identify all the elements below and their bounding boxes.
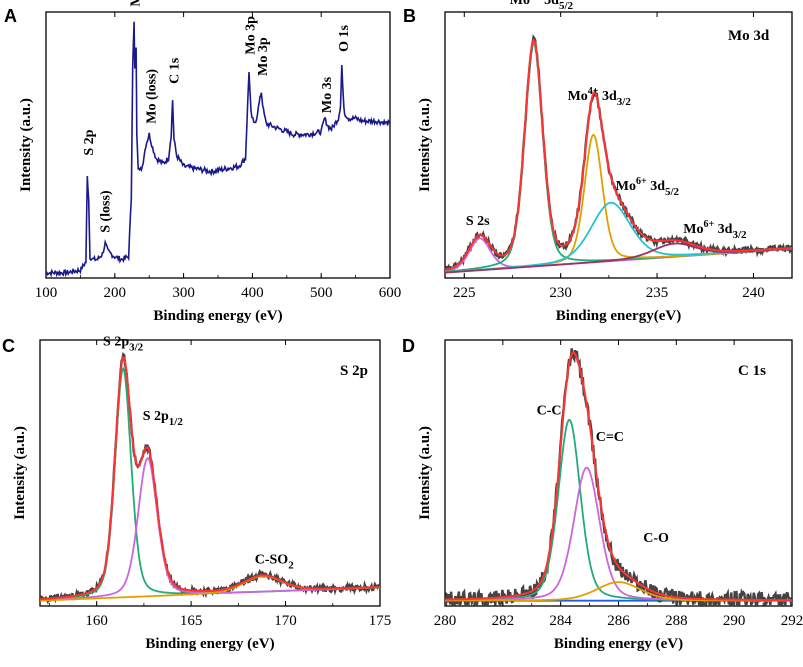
plot-area (445, 348, 792, 606)
x-axis-label: Binding energy (eV) (145, 636, 274, 652)
series-envelope (40, 355, 380, 601)
panel-b: 225 230 235 240 Binding energy(eV) Intensity … (403, 0, 793, 324)
plot-frame (39, 339, 381, 607)
panel-title: S 2p (340, 363, 368, 379)
y-axis-label: Intensity (a.u.) (12, 426, 28, 520)
peak-annotation: C=C (596, 430, 624, 445)
plot-frame (444, 11, 793, 279)
series-survey (46, 21, 390, 278)
x-tick-label: 160 (85, 613, 108, 629)
x-tick-label: 280 (434, 613, 457, 629)
x-tick-label: 230 (549, 285, 572, 301)
plot-area (40, 351, 380, 605)
panel-a: 100 200 300 400 500 600 Binding energy (eV) Int… (4, 0, 401, 324)
series-raw (445, 348, 792, 606)
peak-annotation: Mo (loss) (145, 69, 160, 124)
x-axis-label: Binding energy (eV) (554, 636, 683, 652)
series-peak (40, 457, 380, 602)
x-tick-label: 286 (607, 613, 630, 629)
panel-letter: D (402, 336, 415, 356)
panel-title: C 1s (738, 363, 766, 379)
x-tick-label: 240 (742, 285, 765, 301)
x-tick-label: 200 (104, 285, 127, 301)
y-axis-label: Intensity (a.u.) (417, 98, 433, 192)
panel-letter: C (2, 336, 15, 356)
x-tick-label: 170 (274, 613, 297, 629)
peak-annotation: C 1s (167, 57, 182, 84)
x-tick-label: 500 (310, 285, 333, 301)
panel-letter: B (403, 6, 416, 26)
peak-annotation: C-C (537, 403, 562, 418)
panel-title: Mo 3d (728, 28, 770, 44)
x-tick-label: 600 (379, 285, 402, 301)
series-peak (445, 242, 792, 274)
peak-annotation: O 1s (337, 25, 352, 52)
panel-c: 160 165 170 175 Binding energy (eV) Intensity… (2, 334, 391, 652)
peak-annotation: S 2s (466, 214, 490, 229)
series-peak (40, 367, 380, 601)
peak-annotation: S 2p3/2 (103, 334, 144, 353)
plot-area (445, 34, 792, 274)
y-axis-label: Intensity (a.u.) (417, 426, 433, 520)
x-tick-label: 288 (665, 613, 688, 629)
peak-annotation: S 2p1/2 (143, 409, 184, 428)
peak-annotation: Mo 3s (320, 76, 335, 113)
x-axis-label: Binding energy(eV) (556, 308, 681, 324)
peak-annotation: Mo4+ 3d5/2 (510, 0, 574, 12)
x-tick-label: 100 (35, 285, 58, 301)
x-tick-label: 225 (453, 285, 476, 301)
peak-annotation: S 2p (82, 129, 97, 155)
series-peak (445, 466, 792, 602)
x-tick-label: 292 (781, 613, 803, 629)
x-tick-label: 282 (492, 613, 515, 629)
series-envelope (445, 351, 792, 602)
peak-annotation: S (loss) (98, 190, 113, 233)
peak-annotation: C-O (643, 531, 669, 546)
series-peak (445, 418, 792, 602)
plot-area (46, 21, 390, 278)
x-tick-label: 235 (646, 285, 669, 301)
peak-annotation: Mo6+ 3d5/2 (616, 176, 680, 198)
series-envelope (445, 38, 792, 271)
x-tick-label: 290 (723, 613, 746, 629)
x-tick-label: 175 (369, 613, 392, 629)
panel-letter: A (4, 6, 17, 26)
peak-annotation: Mo6+ 3d3/2 (683, 219, 747, 241)
x-tick-label: 400 (241, 285, 264, 301)
x-axis-label: Binding energy (eV) (153, 308, 282, 324)
x-tick-label: 284 (549, 613, 572, 629)
y-axis-label: Intensity (a.u.) (18, 98, 34, 192)
x-tick-label: 165 (180, 613, 203, 629)
series-raw (40, 351, 380, 605)
panel-d: 280 282 284 286 288 290 292 Binding energy (eV)… (402, 336, 803, 652)
peak-annotation: Mo4+ 3d3/2 (568, 86, 632, 108)
peak-annotation: Mo 3d (129, 0, 144, 7)
peak-annotation: Mo 3p (256, 37, 271, 76)
x-tick-label: 300 (172, 285, 195, 301)
peak-annotation: Mo 3p (244, 16, 259, 55)
peak-annotation: C-SO2 (255, 552, 294, 571)
